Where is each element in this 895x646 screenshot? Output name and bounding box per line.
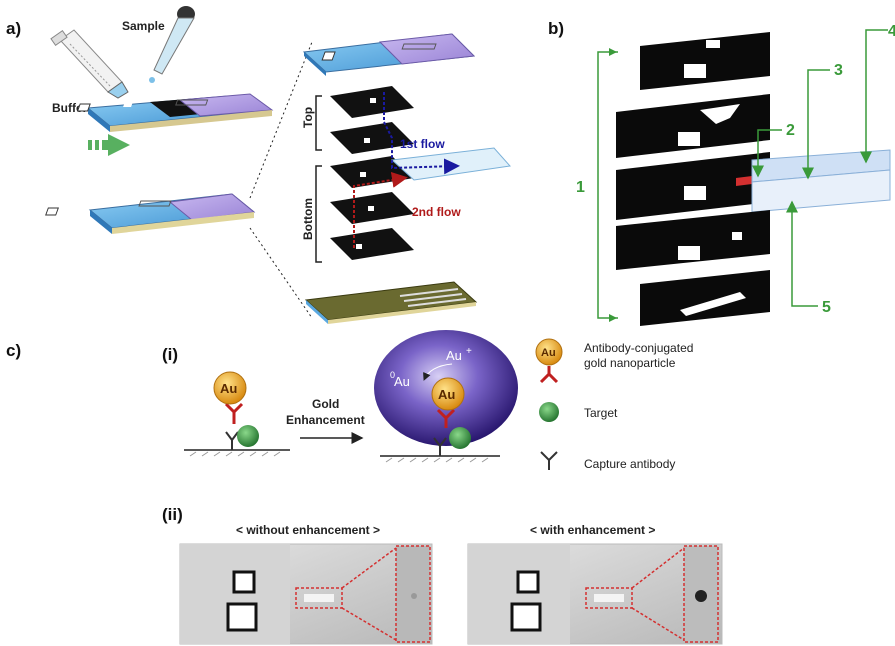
photo-with-label: < with enhancement > [530,523,655,537]
legend-item-1-line1: Antibody-conjugated [584,341,693,355]
legend-item-3: Capture antibody [584,457,675,471]
layer-4 [616,210,770,270]
legend-item-2: Target [584,406,618,420]
callout-2-line [752,129,782,178]
before-enhancement-schematic: Au [184,371,290,457]
panel-c: c) (i) Au Gold Enhancement Au Au 0 [6,330,723,645]
panel-a: a) Buffer Sample [6,6,511,324]
capture-antibody-icon [225,431,239,450]
photo-without-enhancement [179,543,433,645]
callout-1-bracket [597,51,618,319]
first-flow-label: 1st flow [400,137,445,151]
exploded-top-cover [302,33,476,76]
photo-with-enhancement [467,543,723,645]
callout-2: 2 [786,122,795,139]
second-flow-path [353,171,408,248]
au-zero-text: Au [394,374,410,389]
reaction-label-line2: Enhancement [286,413,365,427]
legend-capture-antibody-icon [540,451,558,470]
legend: Au Antibody-conjugated gold nanoparticle… [535,338,693,471]
top-label: Top [301,107,315,128]
callout-4-line [860,29,888,164]
panel-b-label: b) [548,19,564,38]
callout-3-line [802,69,830,180]
panel-a-label: a) [6,19,21,38]
top-bracket: Top [301,95,322,151]
au-plus-text: Au [446,348,462,363]
au-text-right: Au [438,387,455,402]
au-plus-sup: + [466,346,472,357]
red-indicator [736,176,752,186]
photo-without-label: < without enhancement > [236,523,380,537]
zoom-line-bottom [249,227,313,319]
bottom-bracket: Bottom [301,165,322,263]
after-enhancement-schematic: Au Au 0 Au + [374,330,518,463]
layer-1 [640,32,770,90]
au-text-left: Au [220,381,237,396]
bottom-label: Bottom [301,198,315,240]
callout-1: 1 [576,179,585,196]
panel-c-label: c) [6,341,21,360]
layer-5 [640,270,770,326]
legend-item-1-line2: gold nanoparticle [584,356,676,370]
electrode-base [304,281,478,324]
first-flow-path [383,92,460,175]
panel-c-ii-label: (ii) [162,505,183,524]
gold-nanoparticle-icon [213,371,247,405]
sample-label: Sample [122,19,165,33]
legend-target-icon [539,402,559,422]
target-icon [237,425,259,447]
panel-c-i-label: (i) [162,345,178,364]
au-zero-sup: 0 [390,370,395,380]
callout-5: 5 [822,299,831,316]
device-assembled-top [76,93,274,132]
green-arrow-icon [88,134,130,156]
device-assembled-bottom [45,193,256,234]
callout-5-line [786,200,818,307]
exploded-layers [330,86,511,260]
callout-3: 3 [834,62,843,79]
reaction-label-line1: Gold [312,397,339,411]
legend-gold-nanoparticle-icon [535,338,563,366]
sample-dropper-icon [149,6,195,83]
layer-2 [616,94,770,158]
buffer-syringe-icon [50,29,129,99]
panel-b: b) 1 2 3 4 5 [548,19,895,326]
second-flow-label: 2nd flow [412,205,461,219]
callout-4: 4 [888,23,895,40]
legend-au-text: Au [541,347,556,359]
